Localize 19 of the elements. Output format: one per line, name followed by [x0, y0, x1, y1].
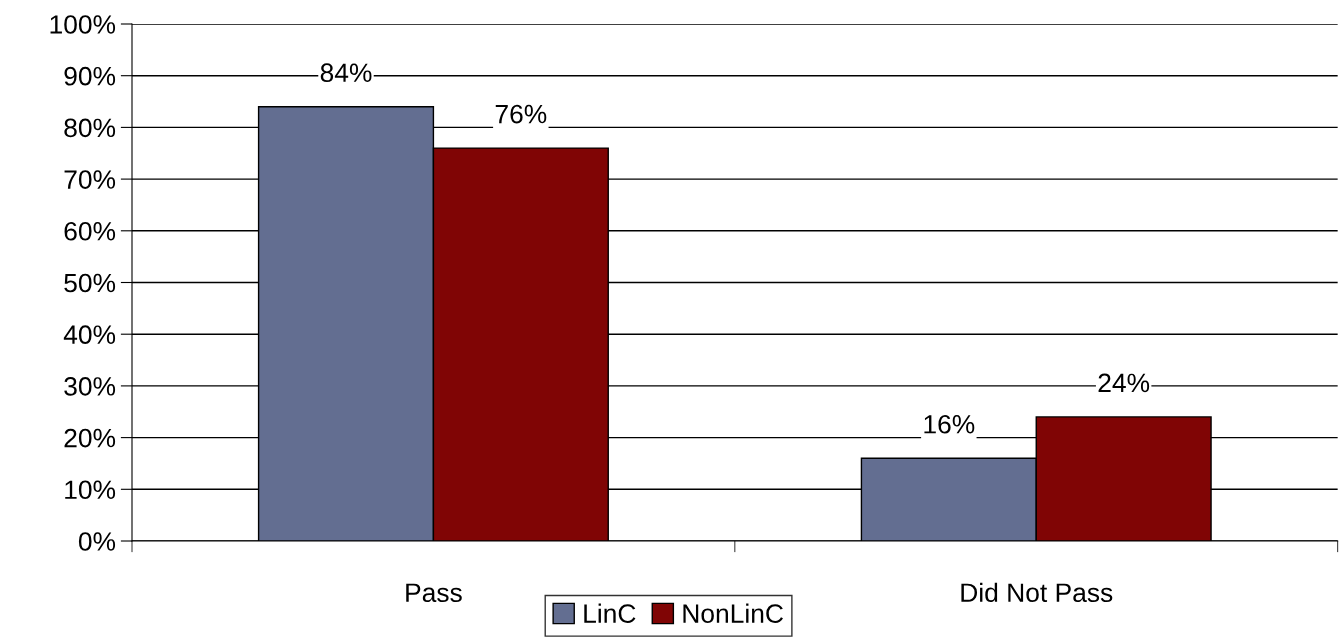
y-tick-label: 0%: [78, 532, 116, 551]
y-tick-label: 100%: [50, 15, 116, 34]
data-label: 24%: [1098, 373, 1150, 393]
y-tick-label: 20%: [64, 428, 116, 448]
data-label: 16%: [924, 414, 975, 434]
x-tick-label: Pass: [406, 583, 462, 603]
y-tick-label: 40%: [63, 325, 116, 345]
legend-label: NonLinC: [683, 603, 783, 623]
x-tick-label: Did Not Pass: [961, 582, 1113, 603]
y-tick-label: 60%: [64, 221, 116, 241]
y-tick-label: 70%: [64, 170, 116, 189]
y-tick-label: 90%: [64, 66, 116, 86]
data-label: 84%: [320, 63, 372, 83]
y-tick-label: 50%: [64, 273, 116, 293]
y-tick-label: 80%: [64, 118, 116, 138]
legend-label: LinC: [584, 603, 636, 623]
data-label: 76%: [495, 104, 547, 124]
y-tick-label: 30%: [64, 377, 116, 396]
y-tick-label: 10%: [65, 480, 116, 500]
